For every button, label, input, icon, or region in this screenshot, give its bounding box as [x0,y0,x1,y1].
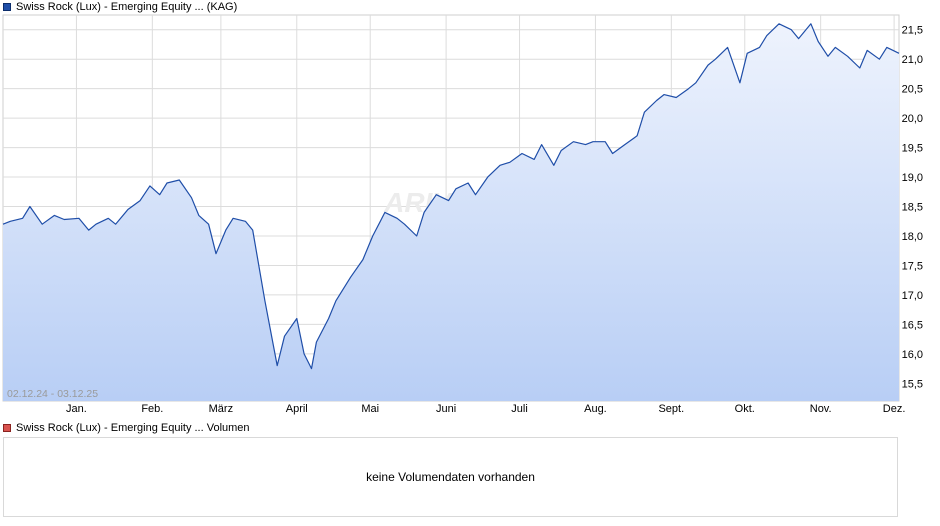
price-chart: ARIVA.DE 15,516,016,517,017,518,018,519,… [2,14,923,415]
price-line [2,23,900,370]
y-tick-label: 17,5 [902,260,923,272]
y-tick-label: 21,0 [902,54,923,66]
y-tick-label: 19,0 [902,172,923,184]
x-tick-label: Feb. [141,403,163,415]
x-tick-label: Aug. [584,403,607,415]
y-tick-label: 20,0 [902,113,923,125]
y-axis: 15,5 16,0 16,5 17,0 17,5 18,0 18,5 19,0 19,5 20,0… [902,25,923,391]
y-tick-label: 19,5 [902,143,923,155]
no-volume-message: keine Volumendaten vorhanden [366,470,535,484]
x-tick-label: Nov. [810,403,832,415]
x-tick-label: Juli [511,403,528,415]
price-legend: Swiss Rock (Lux) - Emerging Equity ... (… [3,0,237,14]
x-axis: Jan. Feb. März April Mai Juni Juli Aug. Sept. Okt… [66,403,905,415]
volume-series-swatch [3,424,11,432]
x-tick-label: Juni [436,403,456,415]
y-tick-label: 15,5 [902,378,923,390]
price-area [3,23,899,402]
x-tick-label: Dez. [883,403,906,415]
volume-legend: Swiss Rock (Lux) - Emerging Equity ... V… [3,421,250,435]
price-series-swatch [3,3,11,11]
y-tick-label: 18,0 [902,231,923,243]
y-tick-label: 20,5 [902,84,923,96]
y-tick-label: 16,5 [902,319,923,331]
y-tick-label: 21,5 [902,25,923,37]
y-tick-label: 18,5 [902,202,923,214]
x-tick-label: Mai [361,403,379,415]
x-tick-label: Okt. [735,403,755,415]
volume-legend-label: Swiss Rock (Lux) - Emerging Equity ... V… [16,422,250,434]
price-legend-label: Swiss Rock (Lux) - Emerging Equity ... (… [16,1,238,13]
y-tick-label: 17,0 [902,290,923,302]
volume-panel: keine Volumendaten vorhanden [3,437,898,517]
x-tick-label: April [286,403,308,415]
x-tick-label: Jan. [66,403,87,415]
date-range-label: 02.12.24 - 03.12.25 [7,388,98,400]
x-tick-label: Sept. [658,403,684,415]
y-tick-label: 16,0 [902,349,923,361]
x-tick-label: März [209,403,233,415]
